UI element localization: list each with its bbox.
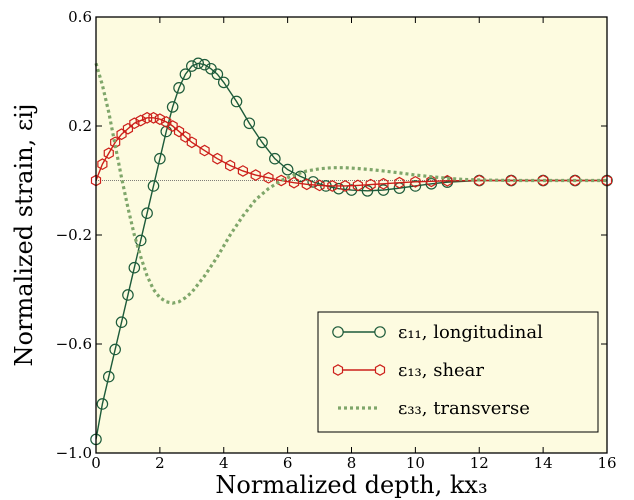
series-point-0 (192, 57, 204, 70)
series-point-1 (161, 116, 172, 128)
x-axis-label: Normalized depth, kx₃ (215, 471, 487, 499)
series-point-1 (474, 174, 485, 187)
series-point-0 (160, 125, 173, 138)
series-point-1 (506, 174, 517, 187)
series-point-1 (263, 171, 274, 184)
series-point-0 (307, 176, 319, 188)
series-point-1 (154, 113, 165, 126)
y-tick-label: 0.6 (68, 8, 92, 26)
series-point-1 (250, 169, 261, 181)
series-point-0 (243, 117, 256, 130)
series-point-1 (314, 179, 325, 192)
series-point-1 (186, 136, 197, 149)
series-point-0 (230, 95, 243, 108)
series-point-1 (167, 120, 178, 132)
series-point-0 (294, 170, 307, 183)
series-point-0 (256, 136, 268, 149)
x-tick-label: 6 (283, 454, 293, 472)
series-point-1 (212, 152, 223, 165)
ticks-layer: 0 2 4 6 8 10 12 14 16 −1.0 −0.6 −0.2 0.2 0.6 (56, 8, 617, 472)
series-point-0 (147, 180, 160, 192)
y-tick-label: −0.6 (56, 335, 92, 353)
legend: ε₁₁, longitudinal ε₁₃, shear ε₃₃, transver… (317, 311, 599, 433)
series-point-0 (198, 58, 211, 71)
series-point-0 (115, 316, 128, 328)
series-point-0 (173, 82, 185, 94)
series-point-0 (141, 207, 153, 219)
series-point-1 (116, 128, 127, 141)
y-tick-label: −1.0 (56, 444, 92, 462)
series-line-2 (94, 62, 607, 305)
series-point-1 (142, 111, 153, 124)
legend-marker-0 (332, 326, 344, 338)
series-point-1 (237, 165, 249, 177)
x-tick-label: 10 (406, 454, 425, 472)
legend-label-0: ε₁₁, longitudinal (398, 322, 543, 343)
series-point-0 (281, 163, 294, 176)
series-point-1 (365, 178, 376, 191)
x-tick-label: 4 (219, 454, 229, 472)
series-point-1 (180, 131, 191, 143)
x-tick-label: 16 (597, 454, 616, 472)
series-point-0 (166, 101, 179, 113)
series-layer (90, 57, 613, 446)
series-point-1 (301, 178, 312, 191)
series-point-0 (179, 68, 192, 81)
series-point-1 (103, 147, 114, 160)
series-point-1 (199, 144, 210, 157)
series-point-0 (102, 370, 115, 383)
series-point-0 (128, 261, 141, 274)
series-point-1 (538, 174, 549, 187)
series-point-0 (425, 177, 438, 190)
series-point-1 (129, 117, 140, 130)
series-point-0 (409, 180, 422, 192)
legend-label-1: ε₁₃, shear (398, 360, 484, 381)
series-point-0 (109, 343, 121, 356)
series-point-0 (217, 76, 230, 89)
x-tick-label: 12 (470, 454, 489, 472)
series-point-1 (378, 177, 389, 190)
series-point-1 (569, 174, 581, 187)
series-line-1 (95, 117, 607, 187)
series-point-0 (154, 152, 166, 165)
series-point-1 (288, 176, 300, 189)
legend-marker-1 (374, 364, 386, 376)
series-point-0 (332, 182, 345, 195)
series-point-1 (97, 158, 108, 171)
series-point-1 (394, 176, 405, 189)
series-point-1 (173, 125, 185, 138)
series-point-0 (211, 68, 224, 81)
series-point-1 (122, 122, 134, 135)
series-point-0 (377, 184, 390, 196)
y-axis-label: Normalized strain, εij (10, 104, 38, 367)
x-tick-label: 14 (534, 454, 553, 472)
series-point-0 (269, 152, 281, 165)
series-point-0 (122, 289, 134, 301)
series-point-1 (410, 175, 421, 188)
x-tick-label: 8 (347, 454, 357, 472)
legend-marker-1 (332, 364, 344, 376)
series-point-0 (361, 185, 374, 197)
legend-marker-0 (374, 326, 386, 338)
series-point-0 (96, 398, 109, 410)
x-tick-label: 2 (155, 454, 165, 472)
series-point-1 (352, 179, 363, 192)
series-point-0 (441, 176, 454, 188)
series-point-1 (276, 174, 287, 187)
legend-label-2: ε₃₃, transverse (398, 398, 530, 419)
series-point-1 (225, 159, 236, 172)
y-tick-label: 0.2 (68, 117, 92, 135)
x-tick-label: 0 (91, 454, 101, 472)
series-point-0 (186, 60, 198, 72)
series-point-1 (135, 114, 146, 127)
series-point-1 (340, 180, 351, 192)
series-point-1 (327, 180, 338, 192)
y-tick-label: −0.2 (56, 226, 92, 244)
